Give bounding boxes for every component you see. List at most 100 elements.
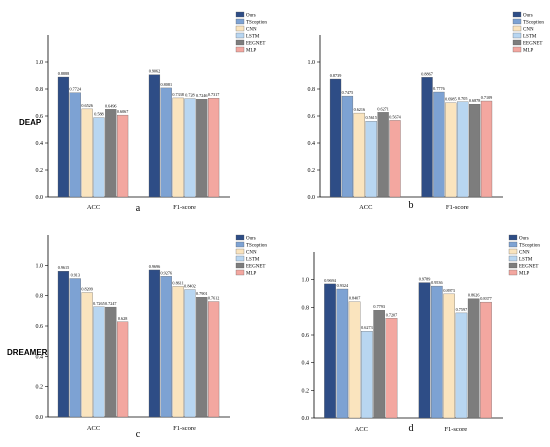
data-label: 0.8867 — [421, 71, 433, 76]
data-label: 0.9536 — [431, 280, 443, 285]
x-tick-label: ACC — [355, 426, 368, 433]
legend-label: MLP — [523, 49, 534, 54]
data-label: 0.7207 — [386, 312, 398, 317]
bar-tscoption-f1-score — [160, 276, 172, 418]
legend-label: LSTM — [523, 35, 537, 40]
y-tick-label: 0.2 — [36, 385, 44, 391]
bar-eegnet-acc — [105, 109, 117, 198]
bar-mlp-f1-score — [480, 100, 493, 198]
bar-mlp-f1-score — [208, 301, 220, 418]
bar-eegnet-f1-score — [468, 103, 481, 198]
bar-eegnet-acc — [373, 310, 385, 419]
y-tick-label: 0.8 — [36, 87, 44, 93]
bar-tscoption-acc — [336, 288, 349, 419]
panel-letter: d — [409, 423, 414, 434]
legend-label: MLP — [246, 272, 257, 277]
legend-label: EEGNET — [519, 265, 538, 270]
bar-eegnet-acc — [105, 306, 117, 418]
legend-label: CNN — [523, 28, 534, 33]
legend-label: LSTM — [519, 258, 533, 263]
legend-label: Ours — [519, 237, 529, 242]
y-tick-label: 0.6 — [302, 333, 310, 339]
legend-swatch — [235, 39, 245, 46]
legend-label: EEGNET — [246, 42, 265, 47]
y-tick-label: 0.8 — [36, 294, 44, 300]
data-label: 0.7793 — [373, 304, 385, 309]
data-label: 0.6067 — [117, 109, 129, 114]
legend-swatch — [508, 248, 518, 255]
x-tick-label: F1-score — [444, 426, 467, 433]
legend-swatch — [512, 25, 522, 32]
data-label: 0.728 — [185, 93, 194, 98]
panel-letter: a — [136, 203, 141, 214]
bar-ours-acc — [57, 271, 70, 418]
bar-tscoption-acc — [69, 278, 81, 418]
x-tick-label: F1-score — [446, 204, 469, 211]
y-tick-label: 0.0 — [36, 195, 44, 201]
bar-tscoption-f1-score — [433, 91, 445, 198]
legend-swatch — [235, 248, 245, 255]
row-label-dreamer: DREAMER — [7, 348, 48, 357]
data-label: 0.9062 — [149, 69, 161, 74]
bar-cnn-acc — [348, 301, 361, 419]
bar-eegnet-f1-score — [467, 298, 480, 419]
data-label: 0.8402 — [184, 284, 196, 289]
legend-label: CNN — [246, 28, 257, 33]
bar-lstm-f1-score — [184, 289, 196, 418]
y-tick-label: 0.6 — [36, 114, 44, 120]
bar-lstm-f1-score — [455, 312, 468, 419]
data-label: 0.5674 — [389, 114, 401, 119]
legend-label: TScoption — [246, 21, 267, 26]
data-label: 0.7724 — [70, 87, 82, 92]
data-label: 0.8973 — [443, 288, 455, 293]
data-label: 0.7246 — [196, 93, 208, 98]
data-label: 0.6985 — [445, 97, 457, 102]
bar-ours-acc — [329, 78, 342, 198]
legend-label: EEGNET — [246, 265, 265, 270]
x-tick-label: ACC — [87, 204, 100, 211]
y-tick-label: 0.2 — [308, 168, 316, 174]
data-label: 0.7109 — [481, 95, 493, 100]
data-label: 0.7338 — [172, 92, 184, 97]
data-label: 0.6273 — [361, 325, 373, 330]
bar-mlp-acc — [389, 120, 401, 198]
bar-lstm-acc — [361, 331, 373, 419]
legend-swatch — [512, 46, 522, 53]
bar-lstm-f1-score — [184, 98, 196, 198]
legend-swatch — [508, 269, 518, 276]
bar-mlp-acc — [385, 318, 398, 419]
legend-label: TScoption — [519, 244, 540, 249]
bar-ours-acc — [324, 283, 336, 419]
data-label: 0.7901 — [196, 291, 208, 296]
data-label: 0.8081 — [161, 82, 173, 87]
bar-cnn-f1-score — [445, 102, 457, 198]
data-label: 0.7247 — [105, 301, 117, 306]
bar-lstm-acc — [93, 117, 105, 198]
data-label: 0.8377 — [480, 296, 492, 301]
y-tick-label: 0.8 — [308, 87, 316, 93]
bar-tscoption-acc — [69, 92, 81, 198]
data-label: 0.5615 — [365, 115, 377, 120]
panel-letter: b — [409, 200, 414, 211]
legend-swatch — [235, 18, 245, 25]
bar-cnn-f1-score — [443, 293, 455, 419]
legend-swatch — [508, 262, 518, 269]
bar-mlp-f1-score — [208, 98, 220, 198]
legend-swatch — [235, 32, 245, 39]
legend-swatch — [512, 32, 522, 39]
legend-swatch — [235, 46, 245, 53]
data-label: 0.8611 — [172, 280, 183, 285]
legend-swatch — [235, 241, 245, 248]
legend-label: TScoption — [523, 21, 544, 26]
legend-label: LSTM — [246, 258, 260, 263]
data-label: 0.6271 — [377, 106, 389, 111]
y-tick-label: 0.4 — [36, 354, 44, 360]
data-label: 0.7317 — [208, 92, 220, 97]
legend-swatch — [235, 262, 245, 269]
row-label-deap: DEAP — [19, 118, 42, 127]
y-tick-label: 0.2 — [36, 168, 44, 174]
bar-cnn-f1-score — [172, 97, 184, 198]
legend-swatch — [508, 234, 518, 241]
legend-swatch — [235, 11, 245, 18]
